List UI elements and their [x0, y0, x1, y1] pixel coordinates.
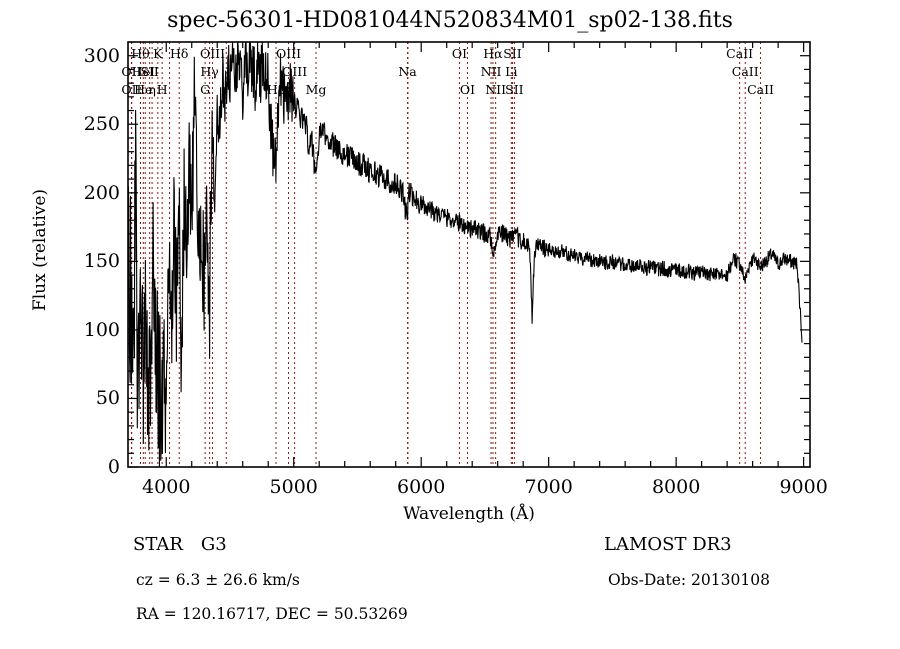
spectral-line-label: NII	[480, 64, 502, 79]
spectral-line-label: Hβ	[266, 82, 286, 97]
x-tick-label: 6000	[397, 476, 446, 498]
spectral-line-label: G	[200, 82, 211, 97]
spectral-line-label: SII	[505, 82, 524, 97]
line-markers-group	[130, 42, 762, 467]
spectral-line-label: η	[148, 82, 156, 97]
y-tick-label: 0	[107, 456, 120, 478]
spectral-line-label: OII	[121, 82, 142, 97]
spectral-line-label: He	[134, 82, 153, 97]
y-tick-label: 150	[83, 250, 120, 273]
spectral-line-label: OI	[451, 46, 468, 61]
spectral-line-label: SII	[140, 64, 159, 79]
x-tick-label: 9000	[779, 476, 828, 498]
page-title: spec-56301-HD081044N520834M01_sp02-138.f…	[167, 8, 733, 33]
spectral-line-label: Na	[398, 64, 417, 79]
y-axis-title: Flux (relative)	[30, 188, 50, 312]
spectral-line-label: K	[153, 46, 163, 61]
y-tick-label: 300	[83, 44, 120, 67]
object-class-text: STAR G3	[133, 534, 227, 555]
y-tick-label: 50	[95, 387, 120, 410]
y-tick-label: 100	[83, 318, 120, 341]
spectral-line-label: OIII	[199, 46, 226, 61]
redshift-text: cz = 6.3 ± 26.6 km/s	[136, 571, 300, 589]
survey-text: LAMOST DR3	[604, 534, 732, 555]
spectral-line-label: H	[156, 82, 168, 97]
spectral-line-label: Hγ	[200, 64, 219, 79]
obs-date-text: Obs-Date: 20130108	[608, 571, 770, 589]
x-axis-title: Wavelength (Å)	[403, 504, 535, 524]
spectrum-curve	[127, 41, 803, 468]
spectral-line-label: OI	[459, 82, 476, 97]
axis-frame	[127, 41, 811, 468]
spectral-line-label: CaII	[731, 64, 759, 79]
x-tick-label: 4000	[142, 476, 191, 498]
spectral-line-label: OIII	[275, 46, 302, 61]
spectral-line-label: Mg	[305, 82, 327, 97]
x-tick-label: 7000	[524, 476, 573, 498]
y-tick-label: 250	[83, 113, 120, 136]
x-tick-label: 8000	[651, 476, 701, 498]
y-tick-label: 200	[83, 181, 120, 204]
spectral-line-label: Li	[505, 64, 518, 79]
x-tick-label: 5000	[269, 476, 318, 498]
spectral-line-label: Hδ	[170, 46, 189, 61]
spectral-line-label: OII	[121, 64, 142, 79]
spectral-line-label: CaII	[726, 46, 754, 61]
spectral-line-label: SII	[503, 46, 522, 61]
spectral-line-label: NII	[485, 82, 507, 97]
spectral-line-label: OIII	[282, 64, 308, 79]
spectral-line-label: Hθ	[131, 46, 150, 61]
spectral-line-label: CaII	[747, 82, 774, 97]
spectral-line-label: HeI	[131, 64, 155, 79]
spectral-line-label: Hα	[483, 46, 503, 61]
coordinates-text: RA = 120.16717, DEC = 50.53269	[136, 605, 408, 623]
